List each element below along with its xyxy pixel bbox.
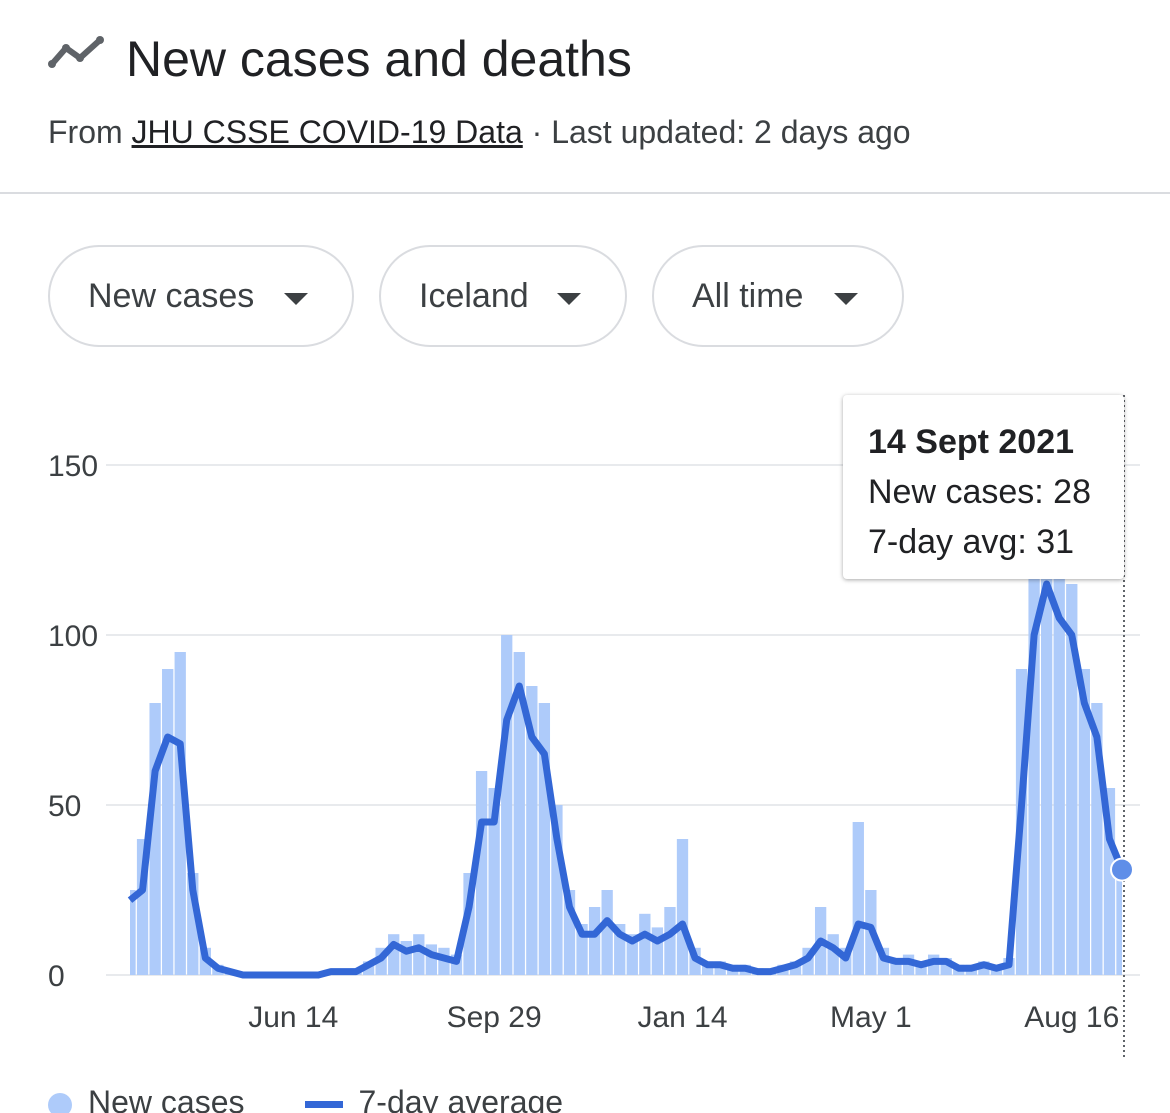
bar bbox=[614, 924, 626, 975]
bar bbox=[538, 703, 551, 975]
bar bbox=[852, 822, 864, 975]
bar bbox=[413, 934, 425, 975]
bar bbox=[1078, 669, 1090, 975]
bar bbox=[890, 958, 902, 975]
bar bbox=[563, 890, 576, 975]
bar bbox=[388, 934, 400, 975]
bar bbox=[1103, 788, 1116, 975]
bar bbox=[639, 913, 651, 975]
bar bbox=[1041, 516, 1053, 975]
bar bbox=[626, 934, 638, 975]
trend-icon bbox=[48, 36, 104, 68]
bar bbox=[588, 907, 601, 975]
y-tick-label: 100 bbox=[48, 620, 98, 653]
bar bbox=[940, 958, 952, 975]
tooltip: 14 Sept 2021 New cases: 28 7-day avg: 31 bbox=[843, 395, 1124, 579]
page-title: New cases and deaths bbox=[126, 31, 632, 87]
range-chip[interactable]: All time bbox=[652, 245, 904, 347]
divider bbox=[0, 192, 1170, 194]
updated: · Last updated: 2 days ago bbox=[531, 114, 911, 150]
bar bbox=[1028, 533, 1040, 975]
bar bbox=[676, 839, 689, 975]
bar bbox=[400, 941, 412, 975]
y-tick-label: 50 bbox=[48, 790, 81, 823]
bar bbox=[513, 652, 525, 975]
chip-label: Iceland bbox=[419, 276, 529, 315]
y-tick-label: 0 bbox=[48, 960, 65, 993]
bar bbox=[1091, 703, 1103, 975]
x-tick-label: Jan 14 bbox=[637, 1001, 727, 1034]
source-prefix: From bbox=[48, 114, 123, 150]
bar bbox=[130, 890, 136, 975]
bar bbox=[425, 944, 438, 975]
bar bbox=[1066, 584, 1078, 975]
dropdown-arrow bbox=[834, 293, 858, 305]
bar bbox=[576, 924, 588, 975]
chip-label: All time bbox=[692, 276, 804, 315]
hover-dot bbox=[1110, 857, 1134, 882]
bar bbox=[651, 927, 664, 975]
bar bbox=[475, 771, 488, 975]
x-tick-label: Jun 14 bbox=[248, 1001, 338, 1034]
bar bbox=[827, 934, 839, 975]
bar bbox=[187, 873, 199, 975]
x-tick-label: May 1 bbox=[830, 1001, 912, 1034]
legend-swatch bbox=[304, 1101, 343, 1109]
bar bbox=[1116, 879, 1122, 975]
metric-chip[interactable]: New cases bbox=[48, 245, 354, 347]
bar bbox=[501, 635, 513, 975]
x-tick-label: Sep 29 bbox=[447, 1001, 542, 1034]
bar bbox=[526, 686, 538, 975]
bar bbox=[664, 907, 676, 975]
tooltip-line: New cases: 28 bbox=[868, 473, 1091, 511]
dropdown-arrow bbox=[557, 293, 581, 305]
subtitle: From JHU CSSE COVID-19 Data · Last updat… bbox=[48, 114, 911, 151]
source-link[interactable]: JHU CSSE COVID-19 Data bbox=[131, 114, 523, 150]
tooltip-title: 14 Sept 2021 bbox=[868, 423, 1075, 461]
bar bbox=[149, 703, 161, 975]
legend: New cases 7-day average bbox=[48, 1084, 563, 1113]
legend-label: New cases bbox=[88, 1084, 245, 1113]
tooltip-line: 7-day avg: 31 bbox=[868, 523, 1075, 561]
legend-label: 7-day average bbox=[358, 1084, 564, 1113]
bar bbox=[162, 669, 174, 975]
bar bbox=[1053, 567, 1065, 975]
legend-swatch bbox=[48, 1092, 72, 1113]
bar bbox=[174, 652, 186, 975]
bar bbox=[463, 873, 475, 975]
chip-label: New cases bbox=[88, 276, 255, 315]
avg-line bbox=[127, 580, 1126, 979]
bar bbox=[601, 890, 613, 975]
bar bbox=[551, 805, 563, 975]
x-tick-label: Aug 16 bbox=[1024, 1001, 1119, 1034]
location-chip[interactable]: Iceland bbox=[379, 245, 627, 347]
bar bbox=[136, 839, 149, 975]
bar bbox=[488, 788, 500, 975]
y-tick-label: 150 bbox=[48, 450, 98, 483]
dropdown-arrow bbox=[284, 293, 308, 305]
